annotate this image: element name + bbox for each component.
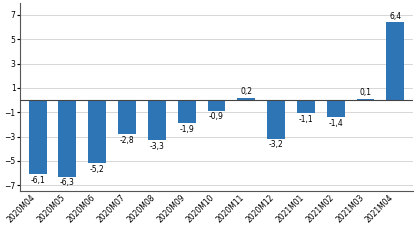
Bar <box>237 98 255 100</box>
Text: -1,1: -1,1 <box>299 115 313 124</box>
Text: -6,1: -6,1 <box>30 176 45 185</box>
Bar <box>148 100 166 140</box>
Text: -1,9: -1,9 <box>179 125 194 134</box>
Text: 6,4: 6,4 <box>389 12 401 21</box>
Bar <box>267 100 285 139</box>
Text: -3,2: -3,2 <box>269 141 283 149</box>
Text: -2,8: -2,8 <box>120 136 134 145</box>
Bar <box>88 100 106 163</box>
Text: 0,1: 0,1 <box>359 88 371 97</box>
Bar <box>118 100 136 134</box>
Bar <box>357 99 374 100</box>
Text: 0,2: 0,2 <box>240 87 252 96</box>
Text: -1,4: -1,4 <box>328 118 343 128</box>
Bar <box>29 100 47 174</box>
Text: -3,3: -3,3 <box>149 142 164 151</box>
Bar <box>297 100 315 114</box>
Bar <box>58 100 76 177</box>
Bar <box>208 100 225 111</box>
Bar <box>327 100 344 117</box>
Text: -5,2: -5,2 <box>90 165 104 174</box>
Bar <box>178 100 196 123</box>
Bar <box>386 22 404 100</box>
Text: -6,3: -6,3 <box>60 178 75 187</box>
Text: -0,9: -0,9 <box>209 112 224 121</box>
